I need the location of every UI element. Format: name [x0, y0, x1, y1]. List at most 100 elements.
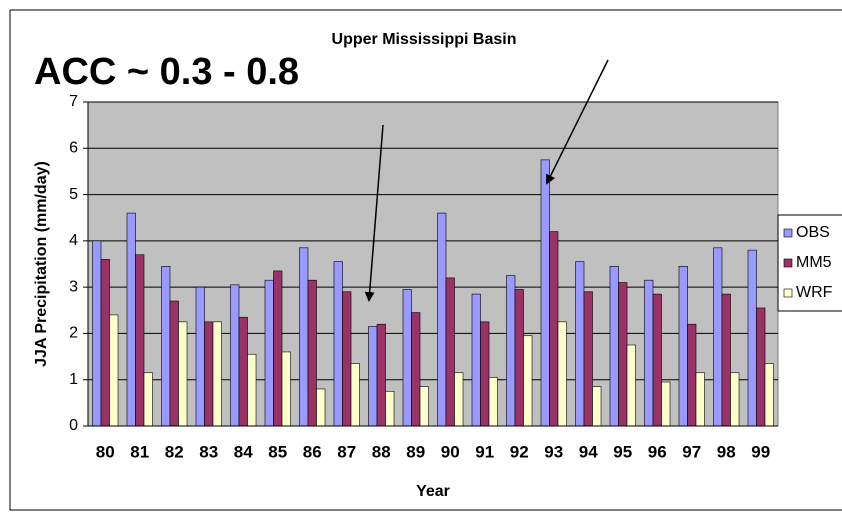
bar: [557, 321, 567, 427]
bar: [730, 372, 740, 427]
legend-label: OBS: [796, 224, 830, 241]
y-axis-label: JJA Precipitation (mm/day): [33, 161, 50, 367]
y-tick-label: 5: [69, 186, 78, 203]
plot-area: [87, 101, 779, 427]
bar: [652, 293, 662, 427]
bar: [419, 386, 429, 427]
bar: [126, 212, 136, 427]
bar: [695, 372, 705, 427]
bar: [575, 261, 585, 427]
y-tick-label: 0: [69, 417, 78, 434]
bar: [100, 259, 110, 427]
x-tick-label: 89: [406, 442, 425, 461]
bar: [618, 282, 628, 427]
bar: [212, 321, 222, 427]
x-tick-label: 94: [579, 442, 598, 461]
bar: [713, 247, 723, 427]
annotation: ACC ~ 0.3 - 0.8: [34, 51, 299, 93]
y-tick-label: 6: [69, 140, 78, 157]
bar: [385, 390, 395, 427]
bar: [307, 279, 317, 427]
arrow: [364, 124, 384, 302]
bar: [721, 293, 731, 427]
bar: [756, 307, 766, 427]
bar: [169, 300, 179, 427]
bar: [488, 377, 498, 427]
chart-title: Upper Mississippi Basin: [332, 31, 517, 48]
bar: [350, 363, 360, 427]
bar: [454, 372, 464, 427]
bar: [316, 388, 326, 427]
bar: [687, 323, 697, 427]
bar: [204, 321, 214, 427]
x-tick-label: 99: [751, 442, 770, 461]
bar: [661, 381, 671, 427]
bar: [583, 291, 593, 427]
bar: [609, 266, 619, 427]
bar: [273, 270, 283, 427]
legend-swatch: [783, 258, 793, 268]
bar: [626, 344, 636, 427]
bar: [437, 212, 447, 427]
x-tick-label: 96: [648, 442, 667, 461]
chart-frame: [9, 9, 842, 511]
y-tick-label: 2: [69, 325, 78, 342]
bar: [445, 277, 455, 427]
x-tick-label: 91: [475, 442, 494, 461]
x-tick-label: 97: [682, 442, 701, 461]
bar: [109, 314, 119, 427]
bar: [764, 363, 774, 427]
bar: [480, 321, 490, 427]
bar: [592, 386, 602, 427]
x-tick-label: 88: [372, 442, 391, 461]
x-tick-label: 95: [613, 442, 632, 461]
bar: [247, 353, 257, 427]
x-tick-label: 86: [303, 442, 322, 461]
x-tick-label: 87: [337, 442, 356, 461]
bar: [471, 293, 481, 427]
bar: [92, 240, 102, 427]
bar: [135, 254, 145, 427]
bar: [342, 291, 352, 427]
bar: [178, 321, 188, 427]
arrow: [546, 59, 609, 185]
x-tick-label: 93: [544, 442, 563, 461]
bar: [514, 289, 524, 427]
bar: [299, 247, 309, 427]
y-tick-label: 3: [69, 278, 78, 295]
bar: [281, 351, 291, 427]
bar: [549, 231, 559, 427]
bar: [506, 275, 516, 427]
x-tick-label: 98: [717, 442, 736, 461]
bar: [230, 284, 240, 427]
bar: [143, 372, 153, 427]
bar: [678, 266, 688, 427]
x-tick-label: 92: [510, 442, 529, 461]
bar: [376, 323, 386, 427]
bar: [747, 249, 757, 427]
bar: [195, 286, 205, 427]
bar: [523, 335, 533, 427]
x-tick-label: 85: [268, 442, 287, 461]
legend-label: MM5: [796, 254, 832, 271]
bar: [264, 279, 274, 427]
x-tick-label: 84: [234, 442, 253, 461]
bar: [644, 279, 654, 427]
x-tick-label: 80: [96, 442, 115, 461]
bar: [540, 159, 550, 427]
x-tick-label: 81: [130, 442, 149, 461]
x-tick-label: 90: [441, 442, 460, 461]
y-tick-label: 7: [69, 93, 78, 110]
bar: [333, 261, 343, 427]
bar: [238, 316, 248, 427]
legend-swatch: [783, 228, 793, 238]
bar: [161, 266, 171, 427]
y-tick-label: 4: [69, 232, 78, 249]
legend-swatch: [783, 288, 793, 298]
bar: [368, 326, 378, 427]
bar: [411, 312, 421, 427]
x-tick-label: 83: [199, 442, 218, 461]
x-tick-label: 82: [165, 442, 184, 461]
x-axis-label: Year: [416, 483, 450, 500]
